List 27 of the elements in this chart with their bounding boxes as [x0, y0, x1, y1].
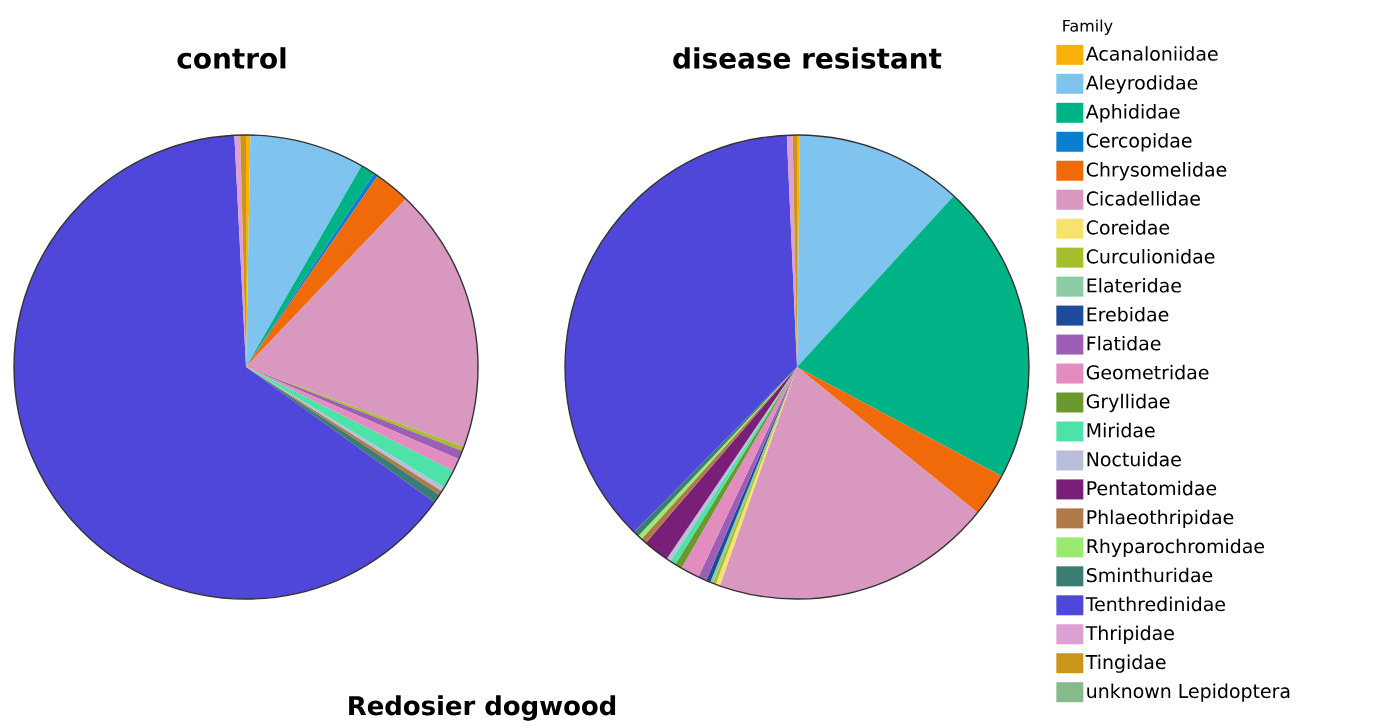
legend-label: Cercopidae — [1086, 133, 1192, 152]
legend-label: Aleyrodidae — [1085, 75, 1198, 94]
text: Redosier dogwood — [349, 695, 616, 721]
chart-title: disease resistant — [673, 47, 942, 69]
legend-label: Gryllidae — [1086, 393, 1170, 413]
legend-label: Erebidae — [1087, 306, 1169, 322]
legend-label: Aphididae — [1085, 104, 1180, 123]
legend-label: Rhyparochromidae — [1087, 538, 1265, 557]
legend-label: Phlaeothripidae — [1087, 509, 1234, 529]
legend-label: Cicadellidae — [1086, 191, 1200, 206]
legend-label: Acanaloniidae — [1085, 46, 1218, 61]
chart-title: control — [177, 47, 286, 69]
legend-label: Sminthuridae — [1086, 567, 1213, 583]
legend-label: Tingidae — [1085, 654, 1166, 673]
legend-label: Thripidae — [1085, 625, 1174, 644]
legend-label: Tenthredinidae — [1085, 596, 1225, 612]
legend-label: Noctuidae — [1087, 451, 1181, 467]
legend-label: Geometridae — [1086, 364, 1209, 380]
legend-label: Curculionidae — [1086, 248, 1215, 264]
legend-label: Coreidae — [1086, 220, 1170, 235]
legend-title: Family — [1063, 19, 1113, 35]
legend-label: unknown Lepidoptera — [1087, 683, 1290, 702]
legend-label: Pentatomidae — [1087, 480, 1217, 496]
legend-label: Chrysomelidae — [1086, 162, 1227, 181]
legend-label: Elateridae — [1087, 277, 1181, 293]
legend-label: Miridae — [1087, 422, 1155, 438]
legend-label: Flatidae — [1087, 335, 1161, 351]
